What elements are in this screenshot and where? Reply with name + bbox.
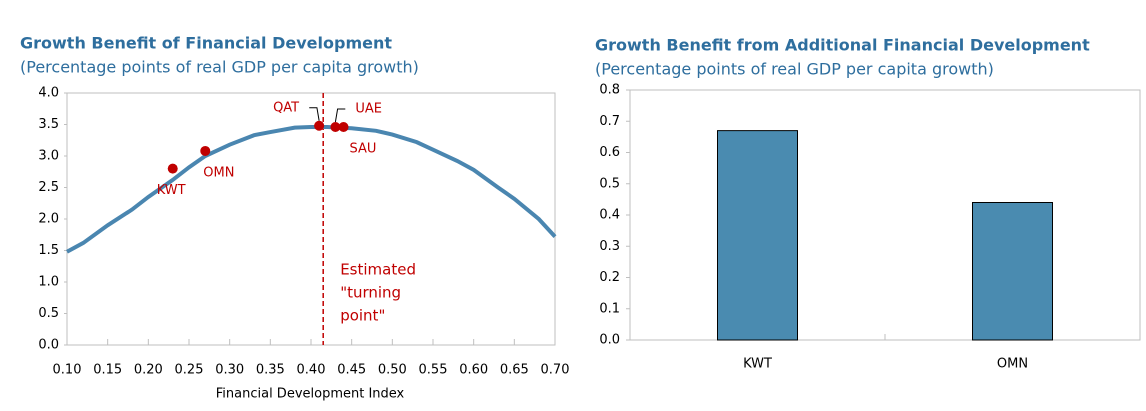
x-tick-label: 0.60 [459, 363, 488, 378]
annotation: "turning [340, 284, 401, 302]
y-tick-label: 0.7 [599, 114, 620, 129]
leader [334, 108, 346, 123]
y-tick-label: 0.6 [599, 145, 620, 160]
point-label: QAT [273, 100, 299, 115]
point [167, 163, 178, 174]
y-tick-label: 2.5 [38, 180, 59, 195]
point-label: SAU [350, 142, 377, 157]
y-tick-label: 1.5 [38, 243, 59, 258]
x-axis-label: Financial Development Index [216, 387, 405, 402]
y-tick-label: 3.5 [38, 117, 59, 132]
chart-title: Growth Benefit from Additional Financial… [595, 36, 1090, 55]
line-series [66, 125, 557, 254]
point-label: OMN [203, 165, 234, 180]
y-tick-label: 0.1 [599, 301, 620, 316]
chart-subtitle: (Percentage points of real GDP per capit… [595, 60, 994, 79]
point [200, 145, 211, 156]
y-tick-label: 4.0 [38, 86, 59, 101]
y-tick-label: 0.8 [599, 83, 620, 98]
x-tick-label: 0.65 [500, 363, 529, 378]
point [314, 120, 325, 131]
y-tick-label: 2.0 [38, 212, 59, 227]
bar [717, 130, 798, 341]
x-tick-label: 0.10 [53, 363, 82, 378]
x-tick-label: OMN [997, 357, 1028, 372]
point [330, 122, 341, 133]
bar [972, 202, 1053, 341]
y-tick-label: 0.5 [599, 176, 620, 191]
x-tick-label: KWT [743, 357, 772, 372]
x-tick-label: 0.25 [175, 363, 204, 378]
chart-title: Growth Benefit of Financial Development [20, 34, 392, 53]
y-tick-label: 3.0 [38, 149, 59, 164]
plot-frame [66, 92, 556, 346]
x-tick-label: 0.35 [256, 363, 285, 378]
x-tick-label: 0.30 [215, 363, 244, 378]
x-tick-label: 0.20 [134, 363, 163, 378]
point-label: UAE [355, 102, 382, 117]
y-tick-label: 0.2 [599, 270, 620, 285]
point [338, 122, 349, 133]
x-tick-label: 0.55 [419, 363, 448, 378]
x-tick-label: 0.45 [337, 363, 366, 378]
annotation: point" [340, 307, 385, 325]
point-label: KWT [157, 183, 186, 198]
y-tick-label: 0.0 [38, 338, 59, 353]
y-tick-label: 0.4 [599, 208, 620, 223]
chart-subtitle: (Percentage points of real GDP per capit… [20, 58, 419, 77]
y-tick-label: 1.0 [38, 275, 59, 290]
y-tick-label: 0.5 [38, 306, 59, 321]
y-tick-label: 0.3 [599, 239, 620, 254]
x-tick-label: 0.15 [93, 363, 122, 378]
plot-frame [629, 89, 1141, 341]
leader [309, 107, 320, 121]
annotation: Estimated [340, 261, 416, 279]
x-tick-label: 0.40 [297, 363, 326, 378]
x-tick-label: 0.70 [541, 363, 570, 378]
x-tick-label: 0.50 [378, 363, 407, 378]
y-tick-label: 0.0 [599, 333, 620, 348]
